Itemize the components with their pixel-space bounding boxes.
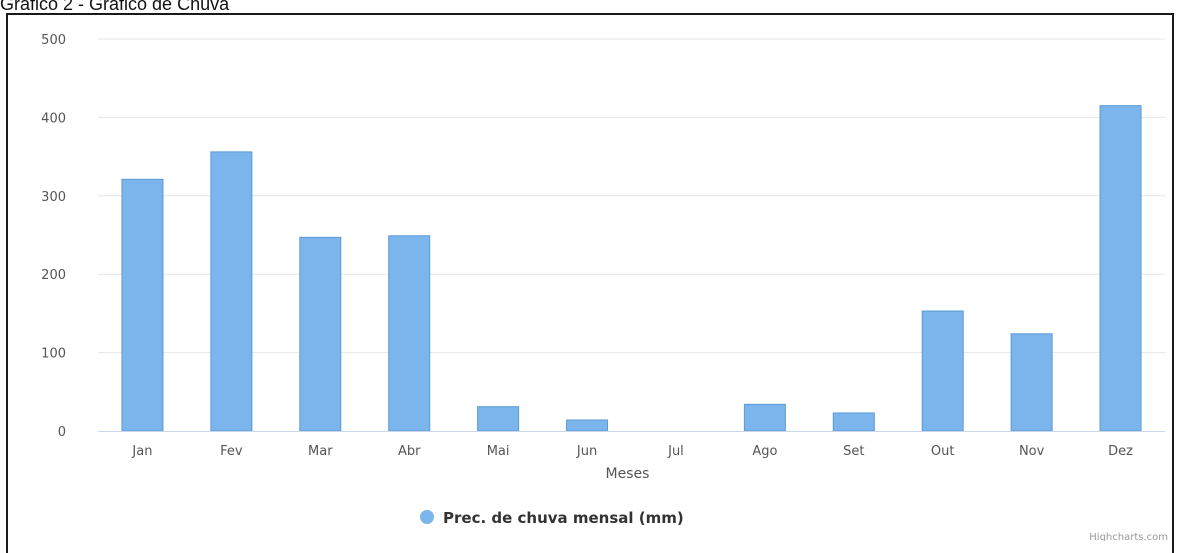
bar-mai[interactable] [477,406,520,432]
x-tick-label: Ago [752,444,777,459]
x-tick-label: Abr [398,444,421,459]
y-tick-label: 500 [41,33,66,48]
bar-jun[interactable] [566,419,609,432]
grid-lines [98,38,1165,354]
x-tick-label: Dez [1108,444,1133,459]
x-axis-ticks: Jan Fev Mar Abr Mai Jun Jul Ago Set Out Nov Dez [131,444,1133,459]
y-tick-label: 200 [41,268,66,283]
chart-frame [6,13,1174,553]
bar-jan[interactable] [121,178,164,432]
y-tick-label: 300 [41,190,66,205]
bar-dez[interactable] [1099,105,1142,432]
x-tick-label: Mar [308,444,333,459]
highcharts-credit[interactable]: Highcharts.com [1089,532,1168,541]
bar-mar[interactable] [299,236,342,432]
y-tick-label: 0 [58,425,66,440]
y-tick-label: 400 [41,111,66,126]
x-tick-label: Nov [1019,444,1045,459]
y-axis-ticks: 0 100 200 300 400 500 [41,33,66,440]
x-axis-title: Meses [606,466,650,482]
x-tick-label: Jan [131,444,152,459]
x-tick-label: Mai [487,444,510,459]
legend[interactable]: Prec. de chuva mensal (mm) [420,509,684,527]
bar-abr[interactable] [388,235,431,432]
x-tick-label: Jul [667,444,684,459]
x-tick-label: Set [843,444,864,459]
legend-marker-icon [420,510,434,524]
figure-caption: Gráfico 2 - Gráfico de Chuva [0,0,230,14]
bar-nov[interactable] [1010,333,1053,432]
bar-set[interactable] [832,412,875,432]
x-tick-label: Jun [576,444,597,459]
bars [121,105,1142,432]
bar-out[interactable] [921,310,964,432]
rainfall-bar-chart: 0 100 200 300 400 500 Jan Fev Mar Abr Mai Jun Jul Ag… [41,33,1168,541]
legend-label[interactable]: Prec. de chuva mensal (mm) [443,509,684,527]
bar-fev[interactable] [210,151,253,432]
x-tick-label: Fev [220,444,243,459]
y-tick-label: 100 [41,347,66,362]
x-tick-label: Out [931,444,955,459]
bar-ago[interactable] [743,403,786,432]
